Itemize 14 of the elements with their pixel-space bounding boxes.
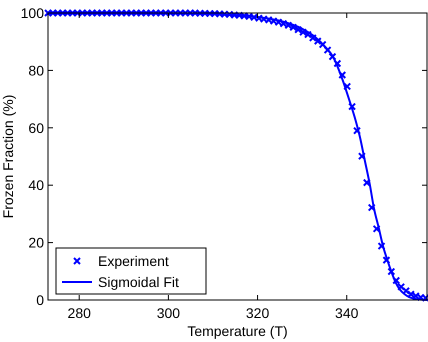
x-tick-label: 280 [68, 305, 92, 321]
x-axis-title: Temperature (T) [187, 323, 288, 339]
y-tick-label: 60 [28, 120, 44, 136]
y-tick-label: 0 [36, 292, 44, 308]
x-tick-label: 320 [246, 305, 270, 321]
x-tick-label: 340 [335, 305, 359, 321]
y-tick-label: 20 [28, 234, 44, 251]
x-tick-label: 300 [156, 305, 180, 321]
legend-label: Sigmoidal Fit [98, 274, 180, 290]
y-tick-label: 40 [28, 177, 44, 194]
y-tick-label: 100 [20, 5, 44, 21]
y-axis-title: Frozen Fraction (%) [0, 94, 16, 218]
legend-label: Experiment [98, 253, 169, 269]
y-tick-label: 80 [28, 62, 44, 78]
